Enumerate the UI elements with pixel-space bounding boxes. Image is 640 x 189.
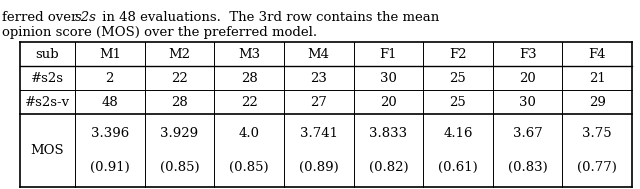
Text: 27: 27 <box>310 95 327 108</box>
Text: 30: 30 <box>380 71 397 84</box>
Text: sub: sub <box>36 47 60 60</box>
Text: in 48 evaluations.  The 3rd row contains the mean: in 48 evaluations. The 3rd row contains … <box>98 11 439 24</box>
Text: 3.741: 3.741 <box>300 127 338 140</box>
Text: 20: 20 <box>380 95 397 108</box>
Text: 25: 25 <box>449 71 467 84</box>
Text: F1: F1 <box>380 47 397 60</box>
Text: (0.89): (0.89) <box>299 161 339 174</box>
Text: (0.77): (0.77) <box>577 161 617 174</box>
Text: 22: 22 <box>241 95 257 108</box>
Text: (0.82): (0.82) <box>369 161 408 174</box>
Text: F2: F2 <box>449 47 467 60</box>
Text: #s2s: #s2s <box>31 71 64 84</box>
Text: 29: 29 <box>589 95 605 108</box>
Text: 28: 28 <box>241 71 257 84</box>
Text: 48: 48 <box>101 95 118 108</box>
Text: (0.85): (0.85) <box>159 161 199 174</box>
Text: 28: 28 <box>171 95 188 108</box>
Text: (0.83): (0.83) <box>508 161 547 174</box>
Text: s2s: s2s <box>75 11 97 24</box>
Text: 3.929: 3.929 <box>161 127 198 140</box>
Text: 22: 22 <box>171 71 188 84</box>
Text: M4: M4 <box>308 47 330 60</box>
Text: M1: M1 <box>99 47 121 60</box>
Text: ferred over: ferred over <box>2 11 82 24</box>
Text: 23: 23 <box>310 71 327 84</box>
Text: 3.67: 3.67 <box>513 127 543 140</box>
Text: 3.75: 3.75 <box>582 127 612 140</box>
Text: 21: 21 <box>589 71 605 84</box>
Text: 2: 2 <box>106 71 114 84</box>
Text: (0.61): (0.61) <box>438 161 478 174</box>
Text: 4.0: 4.0 <box>239 127 260 140</box>
Text: MOS: MOS <box>31 144 64 157</box>
Text: F4: F4 <box>588 47 606 60</box>
Text: opinion score (MOS) over the preferred model.: opinion score (MOS) over the preferred m… <box>2 26 317 39</box>
Text: (0.91): (0.91) <box>90 161 130 174</box>
Text: M3: M3 <box>238 47 260 60</box>
Text: 20: 20 <box>519 71 536 84</box>
Text: 3.396: 3.396 <box>91 127 129 140</box>
Text: 25: 25 <box>449 95 467 108</box>
Text: 3.833: 3.833 <box>369 127 408 140</box>
Text: (0.85): (0.85) <box>229 161 269 174</box>
Text: M2: M2 <box>168 47 191 60</box>
Text: F3: F3 <box>519 47 536 60</box>
Text: #s2s-v: #s2s-v <box>25 95 70 108</box>
Text: 30: 30 <box>519 95 536 108</box>
Text: 4.16: 4.16 <box>443 127 473 140</box>
